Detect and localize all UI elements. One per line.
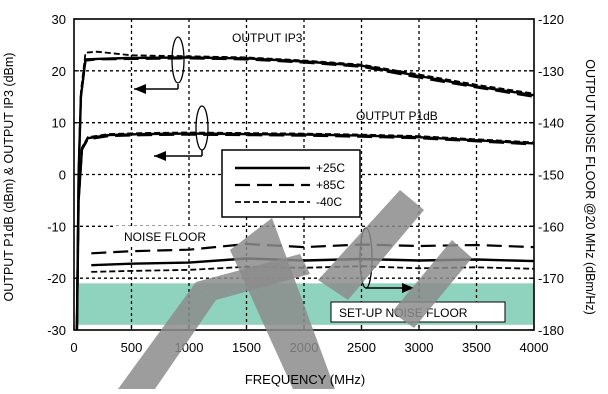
annotation-output-ip3: OUTPUT IP3 (232, 31, 303, 45)
output-p1db-40c-line (76, 131, 535, 331)
watermark-stroke (392, 240, 472, 328)
y2-tick-label: -150 (538, 168, 564, 183)
watermark-stroke (230, 218, 335, 389)
y2-tick-label: -130 (538, 64, 564, 79)
y-tick-label: 20 (52, 64, 66, 79)
output-ip3-85c-line (75, 57, 535, 331)
y-tick-label: 30 (52, 12, 66, 27)
x-axis-label: FREQUENCY (MHz) (245, 372, 365, 387)
legend-label: +25C (316, 161, 345, 175)
y2-axis-label: OUTPUT NOISE FLOOR @20 MHz (dBm/Hz) (583, 59, 597, 315)
legend-label: +85C (316, 178, 345, 192)
legend-box (221, 149, 361, 218)
legend-label: -40C (316, 195, 342, 209)
y2-tick-label: -160 (538, 219, 564, 234)
annotation-noise-floor: NOISE FLOOR (124, 230, 206, 244)
y2-tick-label: -180 (538, 323, 564, 338)
noise-arrow-head (402, 283, 414, 293)
y-tick-label: 0 (59, 168, 66, 183)
watermark-stroke (196, 254, 310, 300)
y2-tick-label: -140 (538, 116, 564, 131)
output-ip3-40c-line (76, 50, 535, 331)
x-tick-label: 500 (121, 340, 143, 355)
ip3-arrow-head (134, 84, 146, 94)
p1db-arrow-head (154, 151, 166, 161)
x-tick-label: 4000 (520, 340, 549, 355)
x-tick-label: 0 (70, 340, 77, 355)
annotation-output-p1db: OUTPUT P1dB (356, 109, 438, 123)
watermark-stroke (118, 282, 216, 389)
x-tick-label: 2500 (347, 340, 376, 355)
y2-tick-label: -170 (538, 271, 564, 286)
annotation-bg (116, 226, 220, 246)
y-tick-label: -30 (47, 323, 66, 338)
y-tick-label: -10 (47, 219, 66, 234)
y-axis-label: OUTPUT P1dB (dBm) & OUTPUT IP3 (dBm) (2, 53, 16, 302)
x-tick-label: 1500 (232, 340, 261, 355)
x-tick-label: 3000 (405, 340, 434, 355)
y-tick-label: 10 (52, 116, 66, 131)
output-p1db-85c-line (75, 133, 535, 331)
y2-tick-label: -120 (538, 12, 564, 27)
y-tick-label: -20 (47, 271, 66, 286)
ip3-callout-ellipse (171, 36, 185, 84)
x-tick-label: 3500 (462, 340, 491, 355)
watermark-stroke (318, 190, 424, 300)
